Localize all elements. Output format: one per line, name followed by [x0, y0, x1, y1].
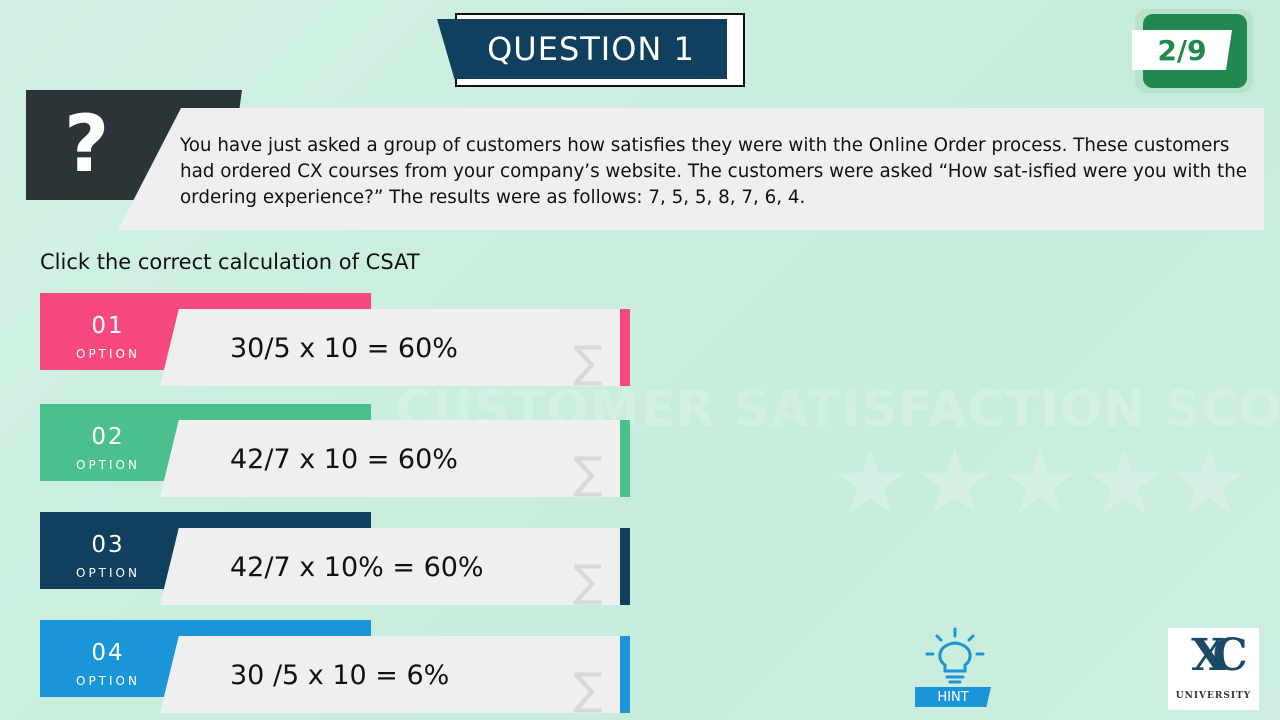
background-stars: ★★★★★ — [830, 430, 1254, 535]
option-accent — [620, 309, 630, 386]
logo-mark: XC — [1191, 630, 1247, 681]
question-text: You have just asked a group of customers… — [180, 135, 1248, 208]
cx-university-logo: XC UNIVERSITY — [1168, 628, 1259, 710]
option-panel — [160, 636, 630, 713]
option-text: 42/7 x 10 = 60% — [230, 444, 458, 475]
question-box — [118, 108, 1264, 230]
option-label: OPTION — [76, 566, 140, 580]
option-label: OPTION — [76, 674, 140, 688]
instruction: Click the correct calculation of CSAT — [40, 250, 420, 274]
option-text: 30/5 x 10 = 60% — [230, 333, 458, 364]
option-accent — [620, 636, 630, 713]
option-panel — [160, 420, 630, 497]
option-accent — [620, 528, 630, 605]
sigma-icon: ∑ — [573, 664, 603, 715]
question-title: QUESTION 1 — [437, 19, 727, 79]
option-label: OPTION — [76, 458, 140, 472]
option-02[interactable]: 02 OPTION 42/7 x 10 = 60% ∑ — [40, 404, 640, 499]
option-03[interactable]: 03 OPTION 42/7 x 10% = 60% ∑ — [40, 512, 640, 607]
sigma-icon: ∑ — [573, 448, 603, 499]
sigma-icon: ∑ — [573, 337, 603, 388]
question-counter: 2/9 — [1132, 30, 1232, 70]
option-label: OPTION — [76, 347, 140, 361]
logo-text: UNIVERSITY — [1175, 691, 1252, 701]
hint-label: HINT — [915, 687, 991, 707]
option-01[interactable]: 01 OPTION 30/5 x 10 = 60% ∑ — [40, 293, 640, 388]
option-text: 30 /5 x 10 = 6% — [230, 660, 450, 691]
option-panel — [160, 528, 630, 605]
sigma-icon: ∑ — [573, 556, 603, 607]
lightbulb-icon — [925, 627, 985, 684]
option-panel — [160, 309, 630, 386]
option-text: 42/7 x 10% = 60% — [230, 552, 484, 583]
option-number: 02 — [91, 424, 125, 450]
hint-button[interactable]: HINT — [915, 627, 995, 709]
option-04[interactable]: 04 OPTION 30 /5 x 10 = 6% ∑ — [40, 620, 640, 715]
option-accent — [620, 420, 630, 497]
option-number: 01 — [91, 313, 125, 339]
option-number: 04 — [91, 640, 125, 666]
option-number: 03 — [91, 532, 125, 558]
